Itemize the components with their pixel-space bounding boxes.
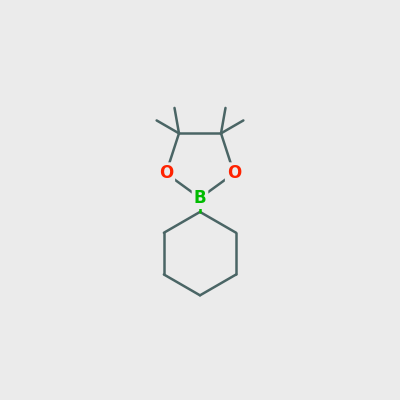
Text: B: B <box>194 189 206 207</box>
Text: O: O <box>227 164 241 182</box>
Text: O: O <box>159 164 173 182</box>
